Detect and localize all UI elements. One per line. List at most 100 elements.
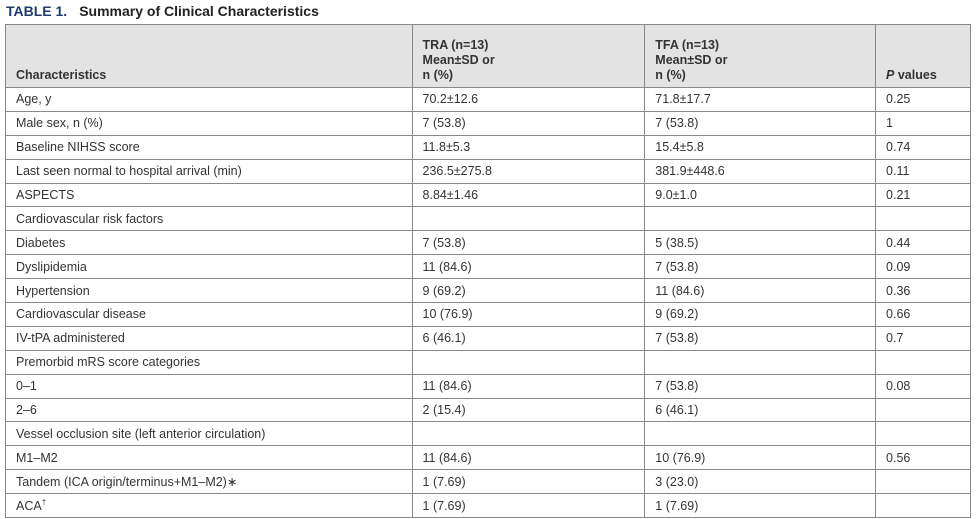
table-row: Age, y 70.2±12.6 71.8±17.7 0.25 — [5, 87, 971, 112]
table-cell — [411, 206, 646, 232]
table-row: Vessel occlusion site (left anterior cir… — [5, 421, 971, 447]
cell-text: 0.11 — [886, 164, 910, 179]
cell-text: 11 (84.6) — [422, 259, 472, 274]
cell-text: 9 (69.2) — [422, 283, 466, 298]
header-cell: Characteristics — [5, 24, 413, 88]
table-row: ASPECTS 8.84±1.46 9.0±1.0 0.21 — [5, 182, 971, 208]
cell-text: 10 (76.9) — [655, 450, 706, 465]
table-cell: 6 (46.1) — [411, 325, 646, 351]
cell-text: 236.5±275.8 — [422, 164, 492, 179]
cell-text: 0.74 — [886, 140, 911, 155]
table-row: Tandem (ICA origin/terminus+M1–M2)∗ 1 (7.… — [5, 469, 971, 495]
header-line: Characteristics — [16, 68, 107, 82]
cell-text: M1–M2 — [16, 450, 58, 465]
table-cell — [875, 206, 971, 232]
footnote-mark: † — [41, 498, 47, 507]
table-cell: 0.74 — [875, 134, 971, 160]
table-row: Hypertension 9 (69.2) 11 (84.6) 0.36 — [5, 278, 971, 304]
cell-text: Cardiovascular risk factors — [16, 211, 164, 226]
header-line: TFA (n=13) — [655, 38, 720, 52]
cell-text: 0.09 — [886, 259, 911, 274]
cell-text: 70.2±12.6 — [422, 92, 479, 107]
table-row: Last seen normal to hospital arrival (mi… — [5, 158, 971, 184]
cell-text: 0.25 — [886, 92, 911, 107]
cell-text: 8.84±1.46 — [422, 188, 479, 202]
table-row: Cardiovascular disease 10 (76.9) 9 (69.2) 0… — [5, 302, 971, 327]
table-cell: 0.66 — [875, 302, 971, 327]
cell-text: 1 (7.69) — [422, 498, 466, 513]
row-label: Male sex, n (%) — [5, 110, 413, 136]
table-cell: 15.4±5.8 — [644, 134, 877, 160]
table-cell: 9 (69.2) — [644, 302, 877, 327]
cell-text: 7 (53.8) — [655, 379, 699, 394]
table-row: Male sex, n (%) 7 (53.8) 7 (53.8) 1 — [5, 110, 971, 136]
table-cell: 9.0±1.0 — [644, 182, 877, 208]
table-cell: 10 (76.9) — [644, 445, 877, 471]
cell-text: 2–6 — [16, 403, 37, 418]
cell-text: Last seen normal to hospital arrival (mi… — [16, 164, 242, 179]
cell-text: 11.8±5.3 — [422, 140, 471, 155]
row-label: IV-tPA administered — [5, 325, 413, 351]
table-cell: 1 — [875, 110, 971, 136]
row-label: Dyslipidemia — [5, 254, 413, 280]
table-cell: 0.21 — [875, 182, 971, 208]
table-cell: 9 (69.2) — [411, 278, 646, 304]
table-cell: 11 (84.6) — [411, 373, 646, 399]
cell-text: 15.4±5.8 — [655, 140, 704, 155]
table-cell: 7 (53.8) — [644, 110, 877, 136]
table-cell — [411, 421, 646, 447]
table-cell: 11.8±5.3 — [411, 134, 646, 160]
table-row: Baseline NIHSS score 11.8±5.3 15.4±5.8 0.74 — [5, 134, 971, 160]
table-cell: 0.36 — [875, 278, 971, 304]
header-line: TRA (n=13) — [422, 38, 489, 52]
table-title: TABLE 1. Summary of Clinical Characterist… — [6, 3, 319, 19]
table-row: ACA† 1 (7.69) 1 (7.69) — [5, 493, 971, 519]
cell-text: ASPECTS — [16, 188, 75, 202]
cell-text: 5 (38.5) — [655, 235, 699, 250]
table-cell: 70.2±12.6 — [411, 87, 646, 112]
table-cell: 71.8±17.7 — [644, 87, 877, 112]
cell-text: 0.7 — [886, 331, 904, 346]
table-cell: 6 (46.1) — [644, 397, 877, 423]
table-cell — [644, 421, 877, 447]
cell-text: 11 (84.6) — [655, 283, 705, 298]
table-body: Age, y 70.2±12.6 71.8±17.7 0.25 Male sex, n … — [5, 87, 971, 519]
cell-text: 1 (7.69) — [655, 498, 699, 513]
row-label: M1–M2 — [5, 445, 413, 471]
table-cell: 1 (7.69) — [411, 493, 646, 519]
table-cell: 2 (15.4) — [411, 397, 646, 423]
cell-text: 2 (15.4) — [422, 403, 466, 418]
cell-text: ACA — [16, 499, 42, 514]
row-label: Tandem (ICA origin/terminus+M1–M2)∗ — [5, 469, 413, 495]
cell-text: 0.21 — [886, 188, 911, 202]
header-line: n (%) — [655, 68, 686, 82]
table-cell: 0.08 — [875, 373, 971, 399]
table-cell — [875, 493, 971, 519]
cell-text: Male sex, n (%) — [16, 116, 103, 131]
cell-text: Dyslipidemia — [16, 259, 87, 274]
table-cell: 236.5±275.8 — [411, 158, 646, 184]
cell-text: Cardiovascular disease — [16, 307, 146, 322]
table-cell: 0.7 — [875, 325, 971, 351]
cell-text: 11 (84.6) — [422, 379, 472, 394]
cell-text: 6 (46.1) — [655, 403, 699, 418]
row-label: ACA† — [5, 493, 413, 519]
table-cell: 7 (53.8) — [411, 110, 646, 136]
table-cell: 11 (84.6) — [411, 445, 646, 471]
table-row: Cardiovascular risk factors — [5, 206, 971, 232]
table-cell — [875, 349, 971, 375]
table-cell: 8.84±1.46 — [411, 182, 646, 208]
table-cell — [875, 397, 971, 423]
row-label: Hypertension — [5, 278, 413, 304]
table-row: 0–1 11 (84.6) 7 (53.8) 0.08 — [5, 373, 971, 399]
row-label: Last seen normal to hospital arrival (mi… — [5, 158, 413, 184]
table-cell: 10 (76.9) — [411, 302, 646, 327]
row-label: 0–1 — [5, 373, 413, 399]
header-line: n (%) — [422, 68, 454, 82]
row-label: Vessel occlusion site (left anterior cir… — [5, 421, 413, 447]
cell-text: 9.0±1.0 — [655, 188, 697, 202]
cell-text: 1 — [886, 116, 893, 131]
table-cell: 0.44 — [875, 230, 971, 256]
cell-text: Baseline NIHSS score — [16, 140, 140, 155]
